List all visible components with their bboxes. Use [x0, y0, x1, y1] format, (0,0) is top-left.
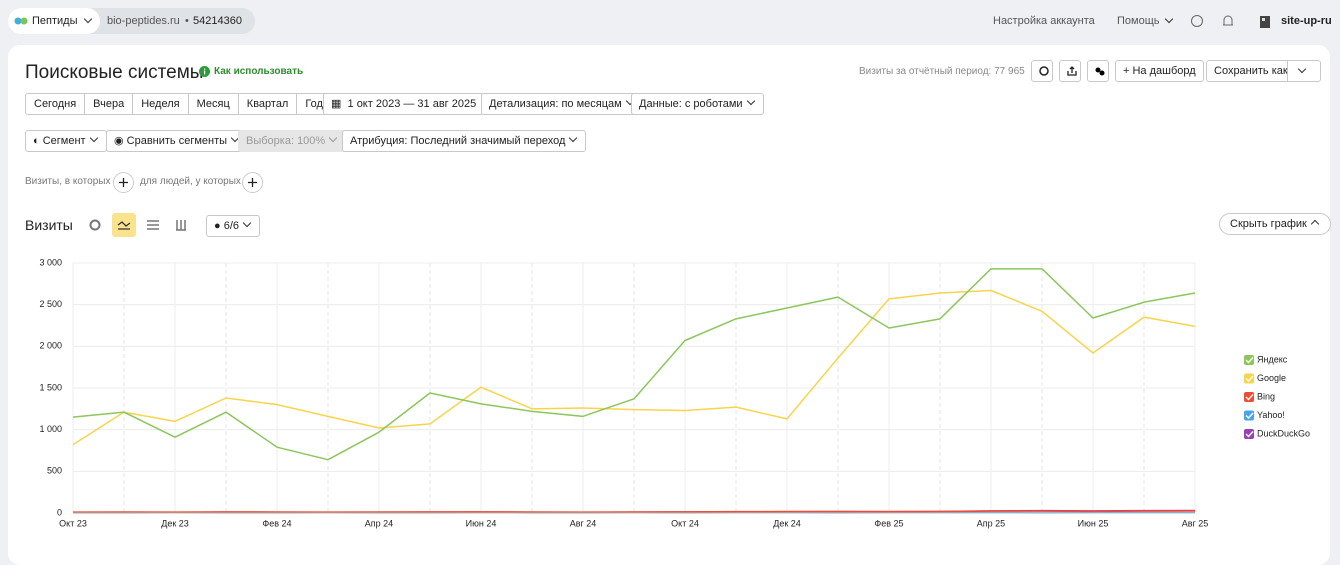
x-tick-label: Дек 24 [773, 518, 801, 528]
legend-label: DuckDuckGo [1257, 428, 1310, 438]
y-tick-label: 500 [47, 466, 62, 476]
x-tick-label: Апр 25 [977, 518, 1005, 528]
x-tick-label: Июн 25 [1078, 518, 1109, 528]
legend-label: Yahoo! [1257, 410, 1285, 420]
legend-checkbox [1244, 374, 1254, 384]
y-tick-label: 3 000 [39, 257, 62, 267]
legend-checkbox [1244, 411, 1254, 421]
legend-label: Google [1257, 373, 1286, 383]
x-tick-label: Апр 24 [365, 518, 393, 528]
legend-label: Bing [1257, 391, 1275, 401]
y-tick-label: 1 500 [39, 382, 62, 392]
x-tick-label: Июн 24 [466, 518, 497, 528]
y-tick-label: 2 000 [39, 341, 62, 351]
legend-checkbox [1244, 355, 1254, 365]
x-tick-label: Фев 24 [262, 518, 291, 528]
x-tick-label: Окт 23 [59, 518, 87, 528]
legend-checkbox [1244, 392, 1254, 402]
x-tick-label: Авг 25 [1182, 518, 1209, 528]
x-tick-label: Дек 23 [161, 518, 189, 528]
page: Пептиды bio-peptides.ru • 54214360 Настр… [0, 0, 1340, 547]
x-tick-label: Авг 24 [570, 518, 597, 528]
x-tick-label: Фев 25 [874, 518, 903, 528]
y-tick-label: 2 500 [39, 299, 62, 309]
visits-chart: Окт 23 Дек 23 Фев 24 Апр 24 Июн 24 Авг 24 Окт … [0, 0, 1340, 547]
y-tick-label: 1 000 [39, 424, 62, 434]
y-tick-label: 0 [57, 507, 62, 517]
legend-label: Яндекс [1257, 354, 1288, 364]
legend-checkbox [1244, 429, 1254, 439]
x-tick-label: Окт 24 [671, 518, 699, 528]
